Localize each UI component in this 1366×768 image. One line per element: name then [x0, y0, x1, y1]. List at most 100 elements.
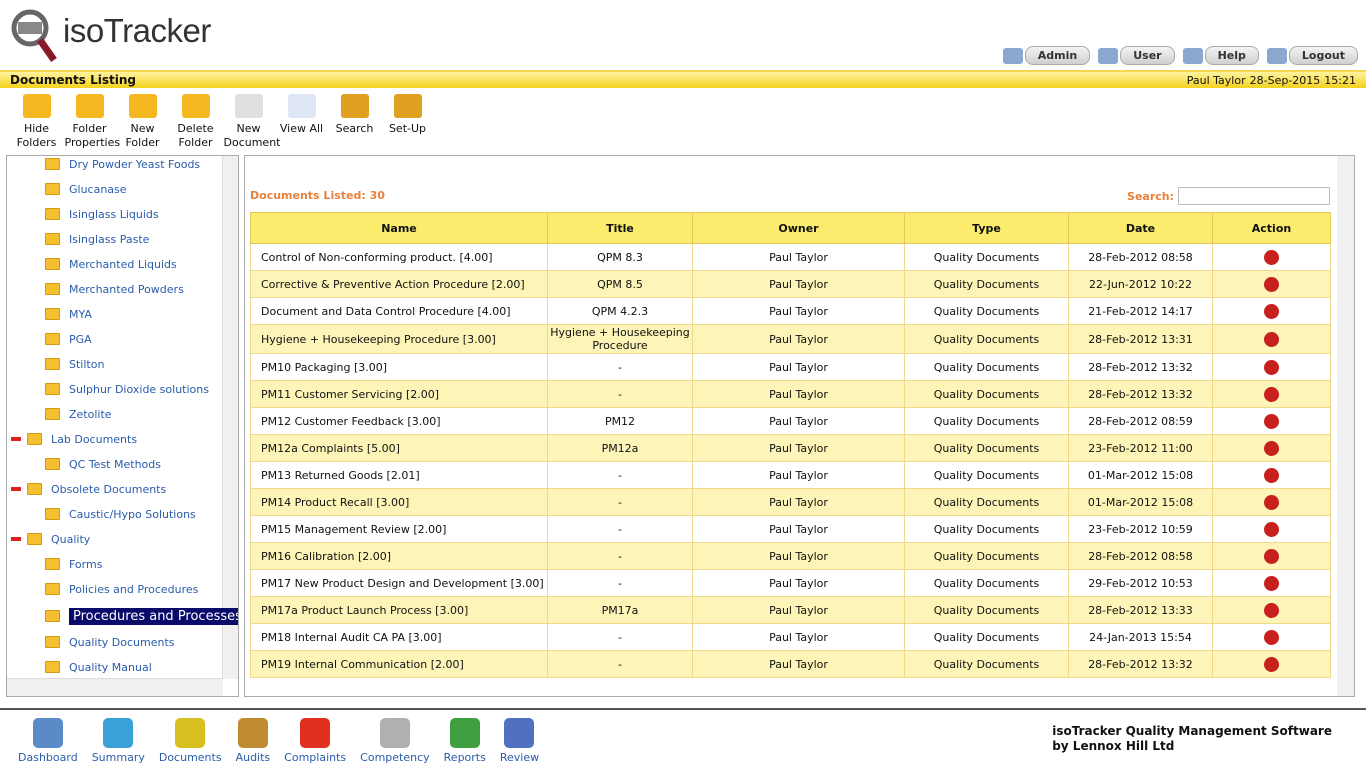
info-button[interactable]	[1264, 303, 1279, 319]
tool-button[interactable]: Search	[328, 92, 381, 150]
info-button[interactable]	[1264, 359, 1279, 375]
tree-folder[interactable]: QC Test Methods	[45, 454, 161, 474]
info-button[interactable]	[1264, 467, 1279, 483]
info-button[interactable]	[1264, 386, 1279, 402]
footer-nav-item[interactable]: Reports	[444, 718, 486, 764]
tool-button[interactable]: Folder Properties	[63, 92, 120, 150]
info-button[interactable]	[1264, 629, 1279, 645]
column-header[interactable]: Title	[547, 212, 693, 244]
folder-icon	[27, 533, 42, 545]
tree-folder[interactable]: Merchanted Liquids	[45, 254, 177, 274]
footer-nav-item[interactable]: Summary	[92, 718, 145, 764]
footer-icon	[32, 718, 63, 748]
footer-icon	[449, 718, 480, 748]
info-button[interactable]	[1264, 494, 1279, 510]
folder-icon	[45, 358, 60, 370]
table-cell: -	[547, 461, 693, 489]
table-cell: 22-Jun-2012 10:22	[1068, 270, 1213, 298]
tree-folder[interactable]: Lab Documents	[11, 429, 137, 449]
footer-nav-item[interactable]: Audits	[236, 718, 270, 764]
tool-button[interactable]: Delete Folder	[169, 92, 222, 150]
tree-folder[interactable]: Merchanted Powders	[45, 279, 184, 299]
footer-nav-item[interactable]: Competency	[360, 718, 430, 764]
tree-folder[interactable]: Isinglass Paste	[45, 229, 149, 249]
column-header[interactable]: Owner	[692, 212, 905, 244]
tool-button[interactable]: View All	[275, 92, 328, 150]
table-cell: Document and Data Control Procedure [4.0…	[250, 297, 548, 325]
table-cell: PM12a Complaints [5.00]	[250, 434, 548, 462]
tree-folder[interactable]: Sulphur Dioxide solutions	[45, 379, 209, 399]
nav-button[interactable]: Help	[1182, 46, 1259, 65]
tree-folder[interactable]: Quality	[11, 529, 90, 549]
search-input[interactable]	[1178, 187, 1330, 205]
tree-folder[interactable]: Stilton	[45, 354, 104, 374]
nav-button[interactable]: User	[1098, 46, 1175, 65]
table-row: PM17 New Product Design and Development …	[250, 569, 1331, 597]
info-button[interactable]	[1264, 331, 1279, 347]
title-bar: Documents Listing Paul Taylor 28-Sep-2015…	[0, 70, 1366, 88]
tree-folder[interactable]: Procedures and Processes	[45, 606, 238, 626]
tree-folder[interactable]: PGA	[45, 329, 92, 349]
table-cell: PM12a	[547, 434, 693, 462]
info-button[interactable]	[1264, 575, 1279, 591]
info-button[interactable]	[1264, 413, 1279, 429]
table-cell: Paul Taylor	[692, 623, 905, 651]
tool-icon	[287, 94, 316, 118]
footer-label: Dashboard	[18, 751, 78, 764]
info-button[interactable]	[1264, 440, 1279, 456]
tree-folder[interactable]: Dry Powder Yeast Foods	[45, 156, 200, 174]
scrollbar[interactable]	[222, 156, 238, 679]
scrollbar[interactable]	[1337, 156, 1354, 696]
info-button[interactable]	[1264, 548, 1279, 564]
table-cell: Paul Taylor	[692, 380, 905, 408]
tool-button[interactable]: New Folder	[116, 92, 169, 150]
tree-folder[interactable]: MYA	[45, 304, 92, 324]
column-header[interactable]: Action	[1212, 212, 1331, 244]
column-header[interactable]: Date	[1068, 212, 1213, 244]
footer-nav-item[interactable]: Review	[500, 718, 539, 764]
nav-icon	[1002, 47, 1023, 64]
info-button[interactable]	[1264, 521, 1279, 537]
action-cell	[1212, 596, 1331, 624]
nav-button[interactable]: Admin	[1002, 46, 1091, 65]
nav-icon	[1266, 47, 1287, 64]
table-cell: Paul Taylor	[692, 515, 905, 543]
folder-icon	[45, 661, 60, 673]
folder-label: MYA	[69, 307, 92, 321]
tree-folder[interactable]: Quality Documents	[45, 632, 175, 652]
table-cell: Corrective & Preventive Action Procedure…	[250, 270, 548, 298]
table-row: Document and Data Control Procedure [4.0…	[250, 297, 1331, 325]
info-button[interactable]	[1264, 249, 1279, 265]
tree-folder[interactable]: Caustic/Hypo Solutions	[45, 504, 196, 524]
action-cell	[1212, 515, 1331, 543]
tree-folder[interactable]: Quality Manual	[45, 657, 152, 677]
table-cell: Paul Taylor	[692, 407, 905, 435]
info-button[interactable]	[1264, 602, 1279, 618]
table-cell: Paul Taylor	[692, 434, 905, 462]
search: Search:	[1127, 187, 1330, 205]
tree-folder[interactable]: Policies and Procedures	[45, 579, 198, 599]
tool-button[interactable]: Hide Folders	[10, 92, 63, 150]
footer-nav-item[interactable]: Documents	[159, 718, 222, 764]
folder-icon	[45, 233, 60, 245]
footer-nav-item[interactable]: Complaints	[284, 718, 346, 764]
table-cell: Paul Taylor	[692, 324, 905, 354]
info-button[interactable]	[1264, 656, 1279, 672]
tree-folder[interactable]: Glucanase	[45, 179, 127, 199]
tool-button[interactable]: Set-Up	[381, 92, 434, 150]
tool-button[interactable]: New Document	[222, 92, 281, 150]
footer-nav-item[interactable]: Dashboard	[18, 718, 78, 764]
nav-button[interactable]: Logout	[1266, 46, 1358, 65]
tree-folder[interactable]: Zetolite	[45, 404, 112, 424]
folder-icon	[45, 308, 60, 320]
table-cell: 29-Feb-2012 10:53	[1068, 569, 1213, 597]
tree-folder[interactable]: Obsolete Documents	[11, 479, 166, 499]
tree-folder[interactable]: Isinglass Liquids	[45, 204, 159, 224]
info-button[interactable]	[1264, 276, 1279, 292]
folder-label: Merchanted Liquids	[69, 257, 177, 271]
nav-icon	[1098, 47, 1119, 64]
tree-folder[interactable]: Forms	[45, 554, 102, 574]
column-header[interactable]: Type	[904, 212, 1069, 244]
scrollbar[interactable]	[7, 678, 223, 696]
column-header[interactable]: Name	[250, 212, 548, 244]
